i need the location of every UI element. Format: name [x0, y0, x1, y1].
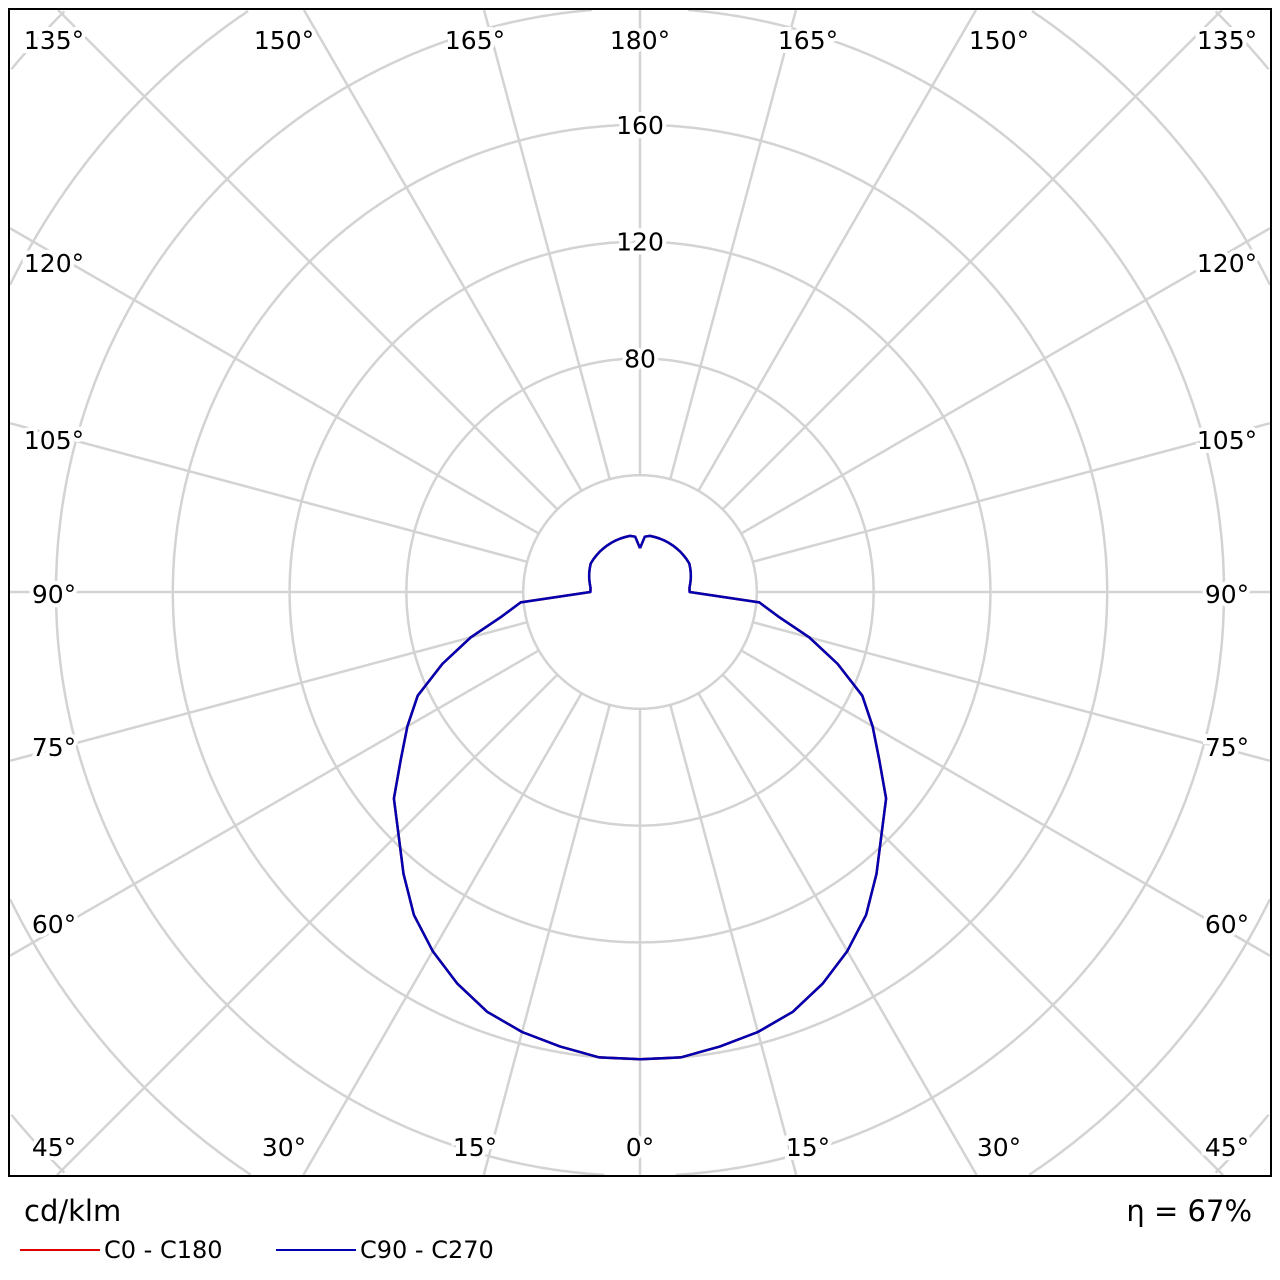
polar-chart: 80 120 160 135° 150° 165° 180° 165° 150° 135° 120°…: [8, 8, 1272, 1177]
angle-tick-label: 30°: [262, 1133, 306, 1162]
grid-spoke: [721, 10, 1223, 511]
grid-spoke: [10, 649, 540, 957]
grid-spoke: [721, 673, 1224, 1175]
legend-item-c90-c270: C90 - C270: [276, 1236, 494, 1264]
grid-spoke: [302, 692, 583, 1175]
angle-tick-label: 15°: [786, 1133, 830, 1162]
grid-spoke: [752, 421, 1270, 563]
angle-tick-label: 90°: [1205, 580, 1249, 609]
angle-tick-label: 60°: [32, 910, 76, 939]
radial-tick-label: 120: [616, 228, 664, 257]
angle-tick-label: 135°: [1197, 26, 1257, 55]
angle-tick-label: 165°: [778, 26, 838, 55]
angle-tick-label: 30°: [977, 1133, 1021, 1162]
grid-spoke: [740, 227, 1270, 535]
grid-spoke: [752, 621, 1270, 763]
angle-tick-label: 105°: [24, 426, 84, 455]
grid-spoke: [10, 227, 540, 535]
angle-tick-label: 90°: [32, 580, 76, 609]
legend-label: C90 - C270: [360, 1236, 494, 1264]
angle-tick-label: 15°: [453, 1133, 497, 1162]
angle-tick-label: 135°: [24, 26, 84, 55]
grid-spoke: [697, 692, 978, 1175]
angle-tick-label: 150°: [969, 26, 1029, 55]
angle-tick-label: 120°: [1197, 249, 1257, 278]
series-curve-c90-c270: [392, 534, 888, 1061]
grid-ring: [10, 10, 1270, 1174]
angle-tick-label: 45°: [32, 1133, 76, 1162]
angle-tick-label: 75°: [1205, 733, 1249, 762]
angle-tick-label: 120°: [24, 249, 84, 278]
unit-label: cd/klm: [24, 1194, 122, 1228]
polar-plot: 80 120 160 135° 150° 165° 180° 165° 150° 135° 120°…: [10, 10, 1270, 1175]
efficiency-label: η = 67%: [1126, 1194, 1252, 1228]
grid-spoke: [57, 10, 559, 511]
grid-spoke: [669, 10, 798, 480]
radial-tick-label: 160: [616, 111, 664, 140]
grid-spoke: [482, 704, 611, 1175]
grid-ring: [54, 10, 1226, 1175]
grid-spoke: [302, 10, 583, 492]
angle-tick-label: 150°: [254, 26, 314, 55]
grid-spoke: [669, 704, 798, 1175]
legend-swatch-blue: [276, 1249, 356, 1251]
grid-spoke: [482, 10, 611, 480]
angle-tick-label: 45°: [1205, 1133, 1249, 1162]
grid-spoke: [56, 673, 559, 1175]
grid-spoke: [10, 421, 528, 563]
angle-tick-label: 0°: [626, 1133, 654, 1162]
angle-tick-label: 75°: [32, 733, 76, 762]
legend-label: C0 - C180: [104, 1236, 223, 1264]
angle-tick-label: 180°: [610, 26, 670, 55]
grid-spoke: [10, 621, 528, 763]
grid-spoke: [740, 649, 1270, 957]
grid-ring: [10, 10, 1270, 1175]
angle-tick-label: 165°: [445, 26, 505, 55]
radial-tick-label: 80: [624, 344, 656, 373]
legend-item-c0-c180: C0 - C180: [20, 1236, 223, 1264]
grid-ring: [521, 473, 759, 711]
angle-tick-label: 105°: [1197, 426, 1257, 455]
angle-tick-label: 60°: [1205, 910, 1249, 939]
legend-swatch-red: [20, 1249, 100, 1251]
grid-spoke: [697, 10, 978, 492]
